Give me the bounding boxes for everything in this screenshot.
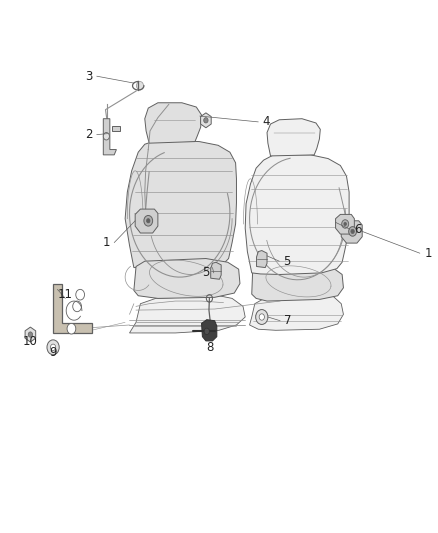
Text: 7: 7: [285, 314, 292, 327]
Polygon shape: [135, 209, 158, 233]
Polygon shape: [134, 259, 240, 298]
Polygon shape: [103, 119, 117, 155]
Text: 9: 9: [49, 346, 57, 359]
Circle shape: [349, 227, 357, 236]
Polygon shape: [336, 214, 354, 234]
Circle shape: [342, 220, 349, 228]
Circle shape: [50, 344, 56, 351]
Circle shape: [67, 324, 76, 334]
Circle shape: [137, 82, 144, 90]
Polygon shape: [257, 251, 267, 268]
Text: 8: 8: [207, 341, 214, 354]
Text: 11: 11: [58, 288, 73, 301]
Polygon shape: [267, 119, 320, 156]
Text: 5: 5: [284, 255, 291, 268]
Circle shape: [144, 215, 152, 226]
Text: 1: 1: [102, 236, 110, 249]
Polygon shape: [53, 284, 92, 333]
Polygon shape: [245, 155, 349, 274]
Text: 4: 4: [263, 116, 270, 128]
Polygon shape: [66, 301, 82, 320]
Polygon shape: [130, 296, 245, 333]
Text: 3: 3: [85, 70, 92, 83]
Polygon shape: [145, 103, 201, 143]
Polygon shape: [201, 113, 211, 128]
Circle shape: [47, 340, 59, 355]
Circle shape: [204, 118, 208, 123]
Text: 1: 1: [424, 247, 432, 260]
Polygon shape: [125, 140, 237, 268]
Circle shape: [344, 222, 346, 225]
Circle shape: [147, 219, 150, 223]
Circle shape: [28, 332, 32, 337]
Text: 10: 10: [23, 335, 38, 349]
Polygon shape: [250, 294, 343, 330]
Circle shape: [73, 301, 81, 312]
Polygon shape: [341, 221, 362, 243]
Text: 2: 2: [85, 128, 92, 141]
Circle shape: [259, 314, 265, 320]
Bar: [112, 126, 120, 131]
Circle shape: [204, 328, 209, 335]
Circle shape: [76, 289, 85, 300]
Circle shape: [256, 310, 268, 325]
Text: 5: 5: [202, 266, 209, 279]
Polygon shape: [211, 262, 221, 279]
Polygon shape: [252, 264, 343, 301]
Text: 6: 6: [354, 223, 362, 236]
Circle shape: [103, 133, 110, 140]
Polygon shape: [25, 327, 35, 342]
Polygon shape: [201, 320, 217, 341]
Circle shape: [351, 229, 354, 233]
